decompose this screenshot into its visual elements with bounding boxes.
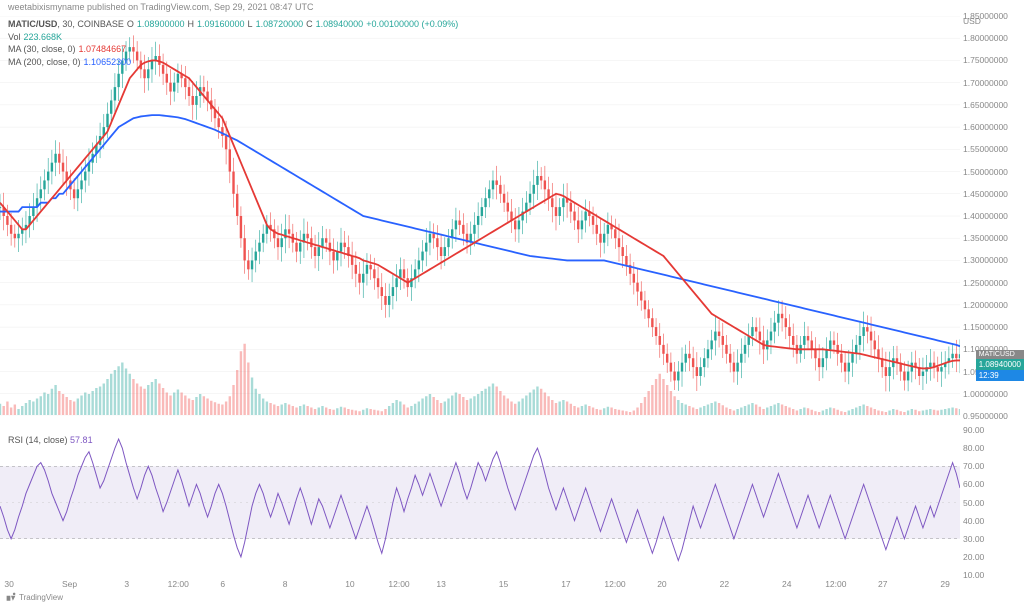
price-badge-group: MATICUSD 1.08940000 12:39	[976, 350, 1024, 381]
price-tick: 1.55000000	[963, 144, 1008, 154]
rsi-tick: 30.00	[963, 534, 984, 544]
time-tick: 12:00	[388, 579, 409, 589]
o-label: O	[127, 18, 134, 31]
rsi-tick: 80.00	[963, 443, 984, 453]
time-axis: 30 Sep 3 12:00 6 8 10 12:00 13 15 17 12:00 20 22 24 12:…	[0, 575, 960, 589]
ma200-label: MA (200, close, 0)	[8, 56, 81, 69]
rsi-tick: 60.00	[963, 479, 984, 489]
time-tick: 8	[283, 579, 288, 589]
rsi-tick: 20.00	[963, 552, 984, 562]
rsi-label: RSI (14, close)	[8, 435, 68, 445]
vol-label: Vol	[8, 31, 21, 44]
tradingview-logo: TradingView	[6, 592, 63, 602]
price-tick: 1.15000000	[963, 322, 1008, 332]
publish-date: Sep 29, 2021 08:47 UTC	[214, 2, 314, 12]
rsi-axis: 90.0080.0070.0060.0050.0040.0030.0020.00…	[960, 430, 1024, 575]
chart-legend: MATIC/USD, 30, COINBASE O1.08900000 H1.0…	[8, 18, 458, 68]
rsi-legend: RSI (14, close) 57.81	[8, 435, 93, 445]
price-tick: 1.30000000	[963, 255, 1008, 265]
badge-symbol: MATICUSD	[976, 350, 1024, 359]
change-val: +0.00100000 (+0.09%)	[366, 18, 458, 31]
c-label: C	[306, 18, 313, 31]
rsi-val: 57.81	[70, 435, 93, 445]
ma200-val: 1.10652300	[84, 56, 132, 69]
c-val: 1.08940000	[316, 18, 364, 31]
time-tick: 12:00	[168, 579, 189, 589]
tv-label: TradingView	[19, 593, 63, 602]
rsi-tick: 70.00	[963, 461, 984, 471]
time-tick: Sep	[62, 579, 77, 589]
rsi-tick: 10.00	[963, 570, 984, 580]
price-tick: 1.75000000	[963, 55, 1008, 65]
rsi-tick: 90.00	[963, 425, 984, 435]
price-tick: 1.65000000	[963, 100, 1008, 110]
price-tick: 1.40000000	[963, 211, 1008, 221]
rsi-tick: 50.00	[963, 498, 984, 508]
time-tick: 3	[124, 579, 129, 589]
price-tick: 1.25000000	[963, 278, 1008, 288]
h-val: 1.09160000	[197, 18, 245, 31]
rsi-chart[interactable]	[0, 430, 960, 575]
time-tick: 12:00	[825, 579, 846, 589]
time-tick: 24	[782, 579, 791, 589]
symbol-label: MATIC/USD, 30, COINBASE	[8, 18, 124, 31]
price-tick: 1.35000000	[963, 233, 1008, 243]
published-on: published on TradingView.com,	[87, 2, 211, 12]
publisher: weetabixismyname	[8, 2, 85, 12]
ma30-val: 1.07484667	[79, 43, 127, 56]
price-tick: 1.80000000	[963, 33, 1008, 43]
time-tick: 29	[940, 579, 949, 589]
price-tick: 1.85000000	[963, 11, 1008, 21]
time-tick: 15	[499, 579, 508, 589]
time-tick: 22	[720, 579, 729, 589]
time-tick: 30	[4, 579, 13, 589]
h-label: H	[187, 18, 194, 31]
volume-chart[interactable]	[0, 340, 960, 415]
badge-price: 1.08940000	[976, 359, 1024, 370]
price-tick: 1.00000000	[963, 389, 1008, 399]
tv-icon	[6, 592, 16, 602]
chart-container: weetabixismyname published on TradingVie…	[0, 0, 1024, 604]
l-label: L	[248, 18, 253, 31]
o-val: 1.08900000	[137, 18, 185, 31]
vol-val: 223.668K	[24, 31, 63, 44]
chart-header: weetabixismyname published on TradingVie…	[8, 2, 314, 12]
time-tick: 13	[436, 579, 445, 589]
time-tick: 6	[220, 579, 225, 589]
price-tick: 1.60000000	[963, 122, 1008, 132]
price-tick: 1.45000000	[963, 189, 1008, 199]
time-tick: 17	[561, 579, 570, 589]
badge-countdown: 12:39	[976, 370, 1024, 381]
ma30-label: MA (30, close, 0)	[8, 43, 76, 56]
rsi-tick: 40.00	[963, 516, 984, 526]
time-tick: 10	[345, 579, 354, 589]
time-tick: 20	[657, 579, 666, 589]
price-tick: 0.95000000	[963, 411, 1008, 421]
time-tick: 27	[878, 579, 887, 589]
price-tick: 1.70000000	[963, 78, 1008, 88]
price-tick: 1.20000000	[963, 300, 1008, 310]
l-val: 1.08720000	[256, 18, 304, 31]
price-tick: 1.50000000	[963, 167, 1008, 177]
time-tick: 12:00	[604, 579, 625, 589]
